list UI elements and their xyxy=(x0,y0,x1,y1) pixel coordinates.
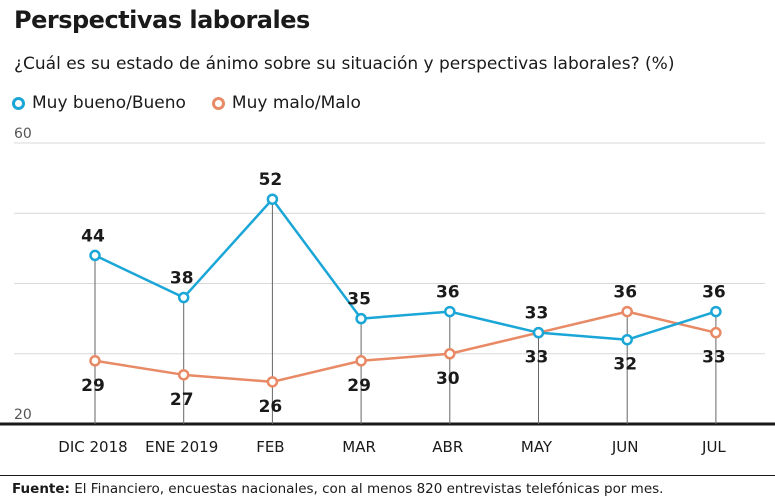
legend-marker-orange xyxy=(211,96,225,110)
legend-marker-blue xyxy=(12,96,25,110)
x-tick-label: MAY xyxy=(521,438,553,456)
data-point xyxy=(621,305,633,318)
data-label: 38 xyxy=(170,269,194,289)
data-label: 33 xyxy=(525,348,549,368)
data-point xyxy=(532,326,545,339)
legend-item-muy-bueno: Muy bueno/Bueno xyxy=(12,93,186,113)
y-tick-label: 60 xyxy=(14,126,32,142)
data-label: 36 xyxy=(702,283,726,303)
data-point xyxy=(355,312,367,325)
x-tick-label: MAR xyxy=(342,438,376,456)
data-label: 26 xyxy=(259,397,283,417)
data-point xyxy=(355,355,367,367)
x-tick-label: JUN xyxy=(611,438,639,456)
data-label: 35 xyxy=(347,290,371,310)
series-line xyxy=(94,197,717,341)
chart-title: Perspectivas laborales xyxy=(14,6,310,34)
data-label: 32 xyxy=(613,355,637,375)
source-text: El Financiero, encuestas nacionales, con… xyxy=(74,481,664,497)
x-tick-label: ENE 2019 xyxy=(145,438,218,456)
data-point xyxy=(621,333,633,346)
x-tick-label: JUL xyxy=(701,438,726,456)
data-point xyxy=(177,369,190,381)
x-tick-label: DIC 2018 xyxy=(58,438,127,456)
data-label: 30 xyxy=(436,369,460,389)
data-point xyxy=(89,249,101,262)
series-line xyxy=(94,310,717,384)
legend-label-muy-bueno: Muy bueno/Bueno xyxy=(32,93,186,113)
chart-subtitle: ¿Cuál es su estado de ánimo sobre su sit… xyxy=(14,54,675,74)
data-point xyxy=(710,326,722,339)
x-tick-label: ABR xyxy=(432,438,463,456)
data-label: 27 xyxy=(170,390,194,410)
y-tick-label: 20 xyxy=(14,407,32,423)
data-point xyxy=(444,305,456,318)
data-label: 29 xyxy=(81,376,105,396)
legend: Muy bueno/Bueno Muy malo/Malo xyxy=(12,93,387,113)
legend-label-muy-malo: Muy malo/Malo xyxy=(231,93,361,113)
data-point xyxy=(444,348,456,360)
data-point xyxy=(266,193,279,205)
data-label: 52 xyxy=(259,170,283,190)
data-point xyxy=(266,376,279,388)
footer-divider xyxy=(0,475,775,476)
data-label: 36 xyxy=(613,283,637,303)
data-label: 33 xyxy=(525,304,549,324)
data-label: 36 xyxy=(436,283,460,303)
source-note: Fuente: El Financiero, encuestas naciona… xyxy=(12,481,663,497)
data-label: 44 xyxy=(81,226,105,246)
legend-item-muy-malo: Muy malo/Malo xyxy=(211,93,361,113)
source-label: Fuente: xyxy=(12,481,70,497)
data-point xyxy=(710,305,722,318)
data-point xyxy=(89,355,101,367)
data-point xyxy=(177,291,190,304)
data-label: 29 xyxy=(347,376,371,396)
x-tick-label: FEB xyxy=(256,438,284,456)
data-label: 33 xyxy=(702,348,726,368)
